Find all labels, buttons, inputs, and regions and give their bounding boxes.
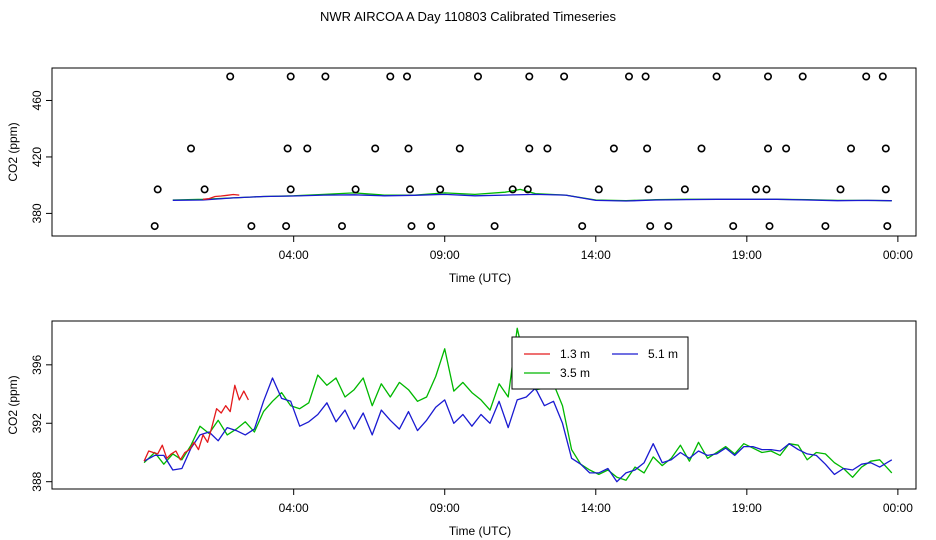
legend-box [511,336,689,390]
plot-frame [51,67,917,237]
calibration-point [286,185,295,194]
calibration-point [150,222,159,231]
calibration-point [836,185,845,194]
x-tick-label: 00:00 [883,248,913,262]
calibration-point [303,144,312,153]
calibration-point [283,144,292,153]
x-tick-label: 09:00 [430,501,460,515]
calibration-point [525,144,534,153]
calibration-point [821,222,830,231]
calibration-point [644,185,653,194]
calibration-point [862,72,871,81]
x-axis-title: Time (UTC) [449,524,511,538]
calibration-point [624,72,633,81]
series-line-5-1-m [143,377,893,483]
calibration-point [763,144,772,153]
series-line-1-3-m [143,384,249,462]
x-axis-title: Time (UTC) [449,271,511,285]
x-tick-label: 09:00 [430,248,460,262]
x-tick-label: 19:00 [732,248,762,262]
calibration-point [878,72,887,81]
figure-title: NWR AIRCOA A Day 110803 Calibrated Times… [320,9,616,24]
calibration-point [405,185,414,194]
calibration-point [680,185,689,194]
calibration-point [200,185,209,194]
x-tick-label: 04:00 [279,501,309,515]
calibration-point [881,144,890,153]
calibration-point [321,72,330,81]
calibration-point [282,222,291,231]
calibration-point [407,222,416,231]
x-tick-label: 14:00 [581,501,611,515]
legend-label: 1.3 m [560,347,590,361]
x-tick-label: 14:00 [581,248,611,262]
calibration-point [697,144,706,153]
bottom-panel: 04:00 09:00 14:00 19:00 00:00 388 392 396 Time (… [6,320,917,538]
x-tick-label: 19:00 [732,501,762,515]
y-tick-label: 420 [30,147,44,167]
calibration-point [560,72,569,81]
calibration-point [402,72,411,81]
calibration-point [643,144,652,153]
calibration-point [525,72,534,81]
plot-area [172,188,892,202]
legend: 1.3 m 5.1 m 3.5 m [511,336,689,390]
calibration-point [247,222,256,231]
calibration-point [427,222,436,231]
calibration-point [455,144,464,153]
calibration-point [543,144,552,153]
calibration-point [646,222,655,231]
calibration-point [782,144,791,153]
calibration-point [187,144,196,153]
y-axis-title: CO2 (ppm) [6,375,20,434]
x-tick-label: 00:00 [883,501,913,515]
calibration-point [473,72,482,81]
calibration-point [712,72,721,81]
plot-area [143,327,893,483]
series-line-5-1-m [172,193,892,202]
calibration-point [351,185,360,194]
y-tick-label: 396 [30,354,44,374]
calibration-point [846,144,855,153]
legend-label: 3.5 m [560,366,590,380]
calibration-point [523,185,532,194]
top-panel: 04:00 09:00 14:00 19:00 00:00 380 420 460 Time (… [6,67,917,285]
calibration-point [729,222,738,231]
calibration-point [798,72,807,81]
calibration-point [609,144,618,153]
calibration-point [404,144,413,153]
calibration-point [490,222,499,231]
plot-frame [51,320,917,490]
calibration-point [883,222,892,231]
calibration-point [664,222,673,231]
calibration-point [641,72,650,81]
calibration-point [226,72,235,81]
calibration-point [762,185,771,194]
y-axis-title: CO2 (ppm) [6,122,20,181]
calibration-point [371,144,380,153]
calibration-point [881,185,890,194]
calibration-point [751,185,760,194]
calibration-point [763,72,772,81]
calibration-point [337,222,346,231]
y-tick-label: 392 [30,413,44,433]
calibration-point [286,72,295,81]
calibration-point [594,185,603,194]
y-tick-label: 460 [30,90,44,110]
legend-label: 5.1 m [648,347,678,361]
calibration-point [153,185,162,194]
series-line-1-3-m [202,193,240,200]
calibration-point [386,72,395,81]
y-tick-label: 388 [30,471,44,491]
y-tick-label: 380 [30,203,44,223]
calibration-point [508,185,517,194]
calibration-point [436,185,445,194]
x-tick-label: 04:00 [279,248,309,262]
calibration-point [765,222,774,231]
calibration-point [578,222,587,231]
series-line-3-5-m [143,327,893,481]
